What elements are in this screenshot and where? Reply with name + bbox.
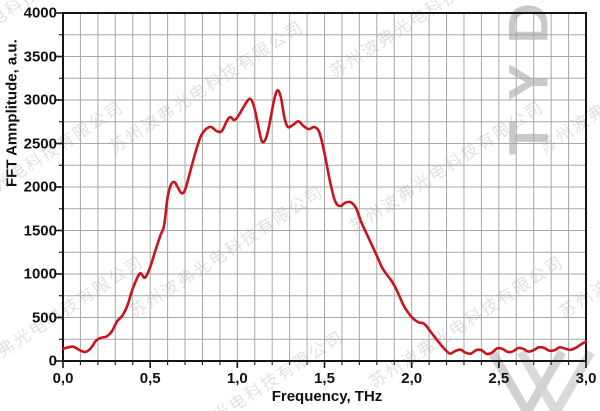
fft-spectrum-chart: TYDEX 苏州波弗光电科技有限公司 苏州波弗光电科技有限公司 苏州波弗光电科技有限… <box>0 0 600 411</box>
chart-canvas <box>56 12 588 368</box>
